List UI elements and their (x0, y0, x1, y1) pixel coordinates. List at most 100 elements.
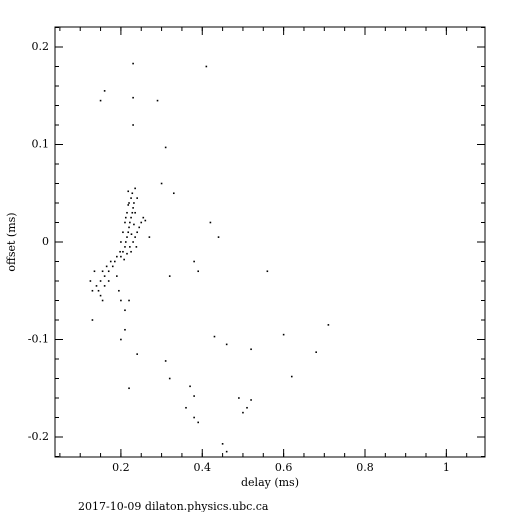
point (131, 211, 134, 214)
y-tick-label: -0.1 (28, 333, 49, 346)
point (124, 309, 126, 312)
point (119, 250, 121, 253)
point (132, 207, 134, 209)
point (221, 443, 224, 445)
plot-frame (54, 26, 486, 458)
point (103, 90, 106, 92)
point (164, 146, 167, 149)
point (120, 299, 122, 302)
point (120, 338, 122, 341)
point (250, 348, 252, 351)
point (124, 246, 126, 248)
point (122, 231, 124, 234)
point (138, 226, 141, 229)
point (129, 221, 131, 224)
point (127, 204, 130, 206)
point (197, 421, 199, 424)
point (93, 270, 96, 273)
point (160, 182, 163, 185)
point (133, 202, 135, 204)
point (136, 353, 138, 355)
y-axis-label: offset (ms) (5, 212, 18, 271)
point (116, 275, 118, 277)
point (140, 221, 143, 224)
point (242, 411, 244, 414)
point (290, 375, 293, 378)
point (156, 99, 159, 102)
point (132, 62, 134, 65)
point (130, 216, 132, 219)
point (120, 255, 122, 258)
x-tick-label: 0.8 (356, 461, 374, 474)
point (172, 192, 175, 195)
point (133, 223, 135, 226)
point (120, 241, 122, 243)
point (114, 260, 116, 263)
point (122, 250, 124, 253)
point (89, 280, 92, 282)
point (135, 246, 138, 248)
point (134, 211, 136, 214)
point (118, 289, 120, 292)
point (111, 265, 114, 268)
y-tick-label: -0.2 (28, 430, 49, 443)
point (134, 187, 136, 190)
point (128, 387, 130, 390)
point (128, 299, 130, 302)
point (91, 319, 94, 321)
point (107, 280, 110, 282)
point (124, 241, 127, 243)
point (103, 285, 106, 287)
point (144, 219, 147, 222)
y-tick-label: 0 (42, 235, 49, 248)
point (205, 65, 208, 68)
point (250, 399, 252, 401)
point (266, 270, 269, 273)
point (136, 231, 138, 234)
point (127, 190, 130, 193)
point (327, 324, 330, 326)
y-tick-label: 0.2 (32, 40, 50, 53)
point (101, 270, 104, 273)
point (129, 246, 131, 248)
point (246, 406, 248, 409)
point (148, 236, 151, 238)
y-tick-label: 0.1 (32, 137, 50, 150)
x-tick-label: 0.2 (112, 461, 130, 474)
point (123, 258, 125, 261)
point (97, 289, 100, 292)
point (126, 236, 128, 238)
point (282, 333, 285, 336)
point (168, 377, 171, 380)
point (238, 397, 240, 399)
footer: 2017-10-09 dilaton.physics.ubc.ca (78, 500, 269, 512)
point (136, 197, 138, 199)
point (124, 216, 127, 219)
point (315, 351, 317, 353)
point (99, 294, 102, 297)
point (193, 260, 195, 263)
x-tick-label: 0.6 (275, 461, 293, 474)
x-tick-label: 0.4 (194, 461, 212, 474)
point (99, 99, 102, 102)
point (124, 221, 126, 224)
point (209, 221, 212, 224)
point (130, 233, 133, 235)
point (130, 197, 132, 199)
point (225, 450, 228, 453)
point (225, 343, 228, 346)
point (116, 255, 118, 258)
x-axis-label: delay (ms) (241, 476, 299, 489)
point (142, 216, 145, 219)
point (105, 265, 108, 268)
point (126, 211, 128, 214)
point (193, 416, 195, 419)
point (124, 328, 126, 331)
point (95, 285, 98, 287)
point (103, 275, 106, 277)
point (213, 335, 216, 338)
point (128, 202, 130, 204)
point (130, 250, 132, 253)
